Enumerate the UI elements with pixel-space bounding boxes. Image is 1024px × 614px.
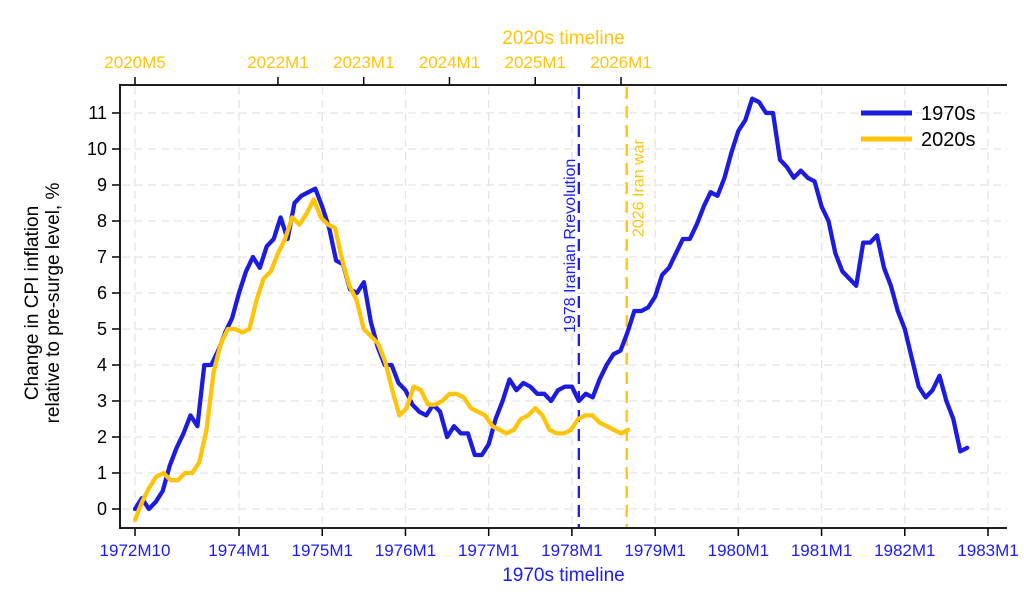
x-tick-label-bottom-1980m1: 1980M1: [708, 541, 769, 560]
x-tick-label-bottom-1977m1: 1977M1: [458, 541, 519, 560]
x-tick-label-top-2020m5: 2020M5: [104, 53, 165, 72]
y-tick-label-9: 9: [97, 175, 107, 195]
y-tick-label-0: 0: [97, 499, 107, 519]
y-tick-label-5: 5: [97, 319, 107, 339]
y-axis-title-line1: Change in CPI inflation: [22, 206, 43, 400]
y-tick-label-11: 11: [88, 103, 107, 123]
x-tick-label-bottom-1976m1: 1976M1: [375, 541, 436, 560]
x-axis-title-top: 2020s timeline: [502, 28, 625, 49]
y-tick-label-10: 10: [87, 139, 107, 159]
event-label-1978-iranian-rrevolution: 1978 Iranian Rrevolution: [562, 159, 579, 333]
x-tick-label-bottom-1974m1: 1974M1: [208, 541, 269, 560]
x-tick-label-top-2024m1: 2024M1: [419, 53, 480, 72]
x-axis-title-bottom: 1970s timeline: [502, 565, 625, 586]
x-tick-label-bottom-1972m10: 1972M10: [100, 541, 171, 560]
y-tick-label-2: 2: [97, 427, 107, 447]
y-tick-label-4: 4: [97, 355, 107, 375]
series-line-2020s: [132, 197, 631, 522]
series-line-1970s: [132, 96, 970, 512]
x-tick-label-top-2022m1: 2022M1: [247, 53, 308, 72]
y-tick-label-3: 3: [97, 391, 107, 411]
x-tick-label-bottom-1983m1: 1983M1: [957, 541, 1018, 560]
x-tick-label-bottom-1981m1: 1981M1: [791, 541, 852, 560]
event-label-2026-iran-war: 2026 Iran war: [631, 138, 648, 237]
x-tick-label-top-2025m1: 2025M1: [505, 53, 566, 72]
y-tick-label-7: 7: [97, 247, 107, 267]
y-tick-label-1: 1: [97, 463, 107, 483]
y-tick-label-6: 6: [97, 283, 107, 303]
x-tick-label-top-2023m1: 2023M1: [333, 53, 394, 72]
x-tick-label-top-2026m1: 2026M1: [590, 53, 651, 72]
y-axis-title-line2: relative to pre-surge level, %: [43, 183, 64, 424]
x-tick-label-bottom-1982m1: 1982M1: [874, 541, 935, 560]
y-tick-label-8: 8: [97, 211, 107, 231]
legend: 1970s 2020s: [861, 103, 976, 151]
legend-label-2020s: 2020s: [921, 129, 976, 151]
x-tick-label-bottom-1978m1: 1978M1: [541, 541, 602, 560]
x-tick-label-bottom-1979m1: 1979M1: [624, 541, 685, 560]
legend-label-1970s: 1970s: [921, 103, 976, 125]
x-tick-label-bottom-1975m1: 1975M1: [292, 541, 353, 560]
